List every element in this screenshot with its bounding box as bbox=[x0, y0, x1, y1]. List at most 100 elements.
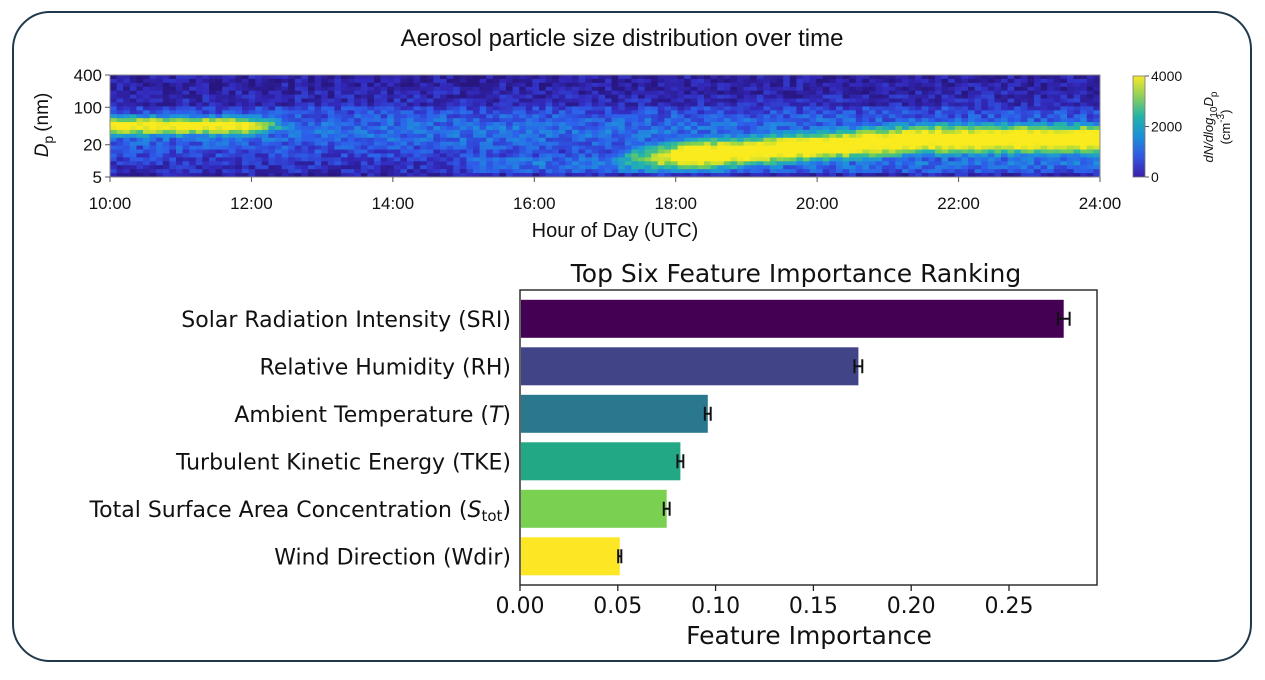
heatmap-cell bbox=[235, 165, 243, 170]
heatmap-cell bbox=[888, 161, 896, 166]
heatmap-cell bbox=[611, 122, 619, 127]
heatmap-cell bbox=[242, 149, 249, 154]
heatmap-cell bbox=[400, 126, 408, 131]
heatmap-cell bbox=[968, 78, 975, 84]
heatmap-cell bbox=[387, 82, 395, 88]
heatmap-cell bbox=[974, 106, 982, 111]
heatmap-cell bbox=[248, 90, 256, 96]
heatmap-cell bbox=[347, 122, 355, 127]
heatmap-cell bbox=[453, 169, 461, 174]
heatmap-cell bbox=[327, 75, 335, 80]
heatmap-cell bbox=[921, 126, 929, 131]
heatmap-cell bbox=[829, 165, 837, 170]
heatmap-cell bbox=[347, 90, 355, 96]
heatmap-cell bbox=[407, 149, 414, 154]
heatmap-cell bbox=[644, 82, 652, 88]
heatmap-cell bbox=[525, 118, 533, 123]
heatmap-cell bbox=[717, 86, 725, 92]
heatmap-cell bbox=[974, 102, 982, 107]
heatmap-cell bbox=[301, 78, 309, 84]
heatmap-cell bbox=[631, 133, 639, 139]
heatmap-cell bbox=[347, 82, 355, 88]
heatmap-cell bbox=[677, 141, 685, 147]
heatmap-cell bbox=[954, 106, 962, 111]
heatmap-cell bbox=[869, 161, 876, 166]
heatmap-cell bbox=[354, 153, 362, 158]
heatmap-cell bbox=[195, 145, 203, 150]
heatmap-cell bbox=[888, 173, 896, 178]
heatmap-cell bbox=[888, 165, 896, 170]
heatmap-cell bbox=[737, 114, 744, 119]
heatmap-cell bbox=[123, 137, 131, 143]
heatmap-cell bbox=[961, 133, 969, 139]
heatmap-cell bbox=[473, 137, 480, 143]
heatmap-cell bbox=[961, 90, 969, 96]
heatmap-cell bbox=[915, 78, 923, 84]
heatmap-cell bbox=[895, 110, 903, 115]
heatmap-cell bbox=[638, 145, 645, 150]
heatmap-cell bbox=[539, 75, 546, 80]
heatmap-cell bbox=[842, 102, 850, 107]
heatmap-cell bbox=[281, 133, 289, 139]
heatmap-cell bbox=[176, 173, 183, 178]
heatmap-cell bbox=[360, 78, 368, 84]
heatmap-cell bbox=[374, 133, 381, 139]
heatmap-cell bbox=[1040, 86, 1048, 92]
heatmap-cell bbox=[136, 110, 144, 115]
heatmap-cell bbox=[565, 86, 573, 92]
heatmap-cell bbox=[657, 129, 665, 135]
heatmap-cell bbox=[268, 153, 276, 158]
heatmap-cell bbox=[176, 126, 183, 131]
heatmap-cell bbox=[677, 86, 685, 92]
heatmap-cell bbox=[545, 133, 553, 139]
heatmap-cell bbox=[539, 110, 546, 115]
heatmap-cell bbox=[605, 90, 612, 96]
heatmap-cell bbox=[941, 86, 949, 92]
heatmap-cell bbox=[829, 126, 837, 131]
heatmap-cell bbox=[558, 102, 566, 107]
heatmap-cell bbox=[116, 102, 124, 107]
heatmap-cell bbox=[1060, 122, 1068, 127]
heatmap-cell bbox=[242, 129, 249, 135]
heatmap-cell bbox=[585, 133, 593, 139]
heatmap-cell bbox=[275, 94, 282, 99]
heatmap-cell bbox=[1020, 165, 1028, 170]
heatmap-cell bbox=[255, 145, 263, 150]
heatmap-cell bbox=[294, 78, 302, 84]
heatmap-cell bbox=[314, 90, 322, 96]
heatmap-chart: Aerosol particle size distribution over … bbox=[32, 25, 1233, 242]
heatmap-cell bbox=[248, 86, 256, 92]
heatmap-cell bbox=[981, 157, 989, 162]
heatmap-cell bbox=[162, 169, 170, 174]
heatmap-cell bbox=[525, 157, 533, 162]
heatmap-cell bbox=[314, 133, 322, 139]
heatmap-cell bbox=[598, 145, 606, 150]
heatmap-cell bbox=[816, 94, 824, 99]
heatmap-cell bbox=[308, 102, 315, 107]
heatmap-cell bbox=[776, 118, 784, 123]
heatmap-cell bbox=[162, 141, 170, 147]
heatmap-cell bbox=[664, 145, 672, 150]
heatmap-cell bbox=[176, 86, 183, 92]
heatmap-cell bbox=[605, 165, 612, 170]
heatmap-cell bbox=[948, 145, 956, 150]
heatmap-cell bbox=[261, 75, 269, 80]
heatmap-cell bbox=[314, 94, 322, 99]
heatmap-cell bbox=[545, 114, 553, 119]
heatmap-cell bbox=[987, 122, 995, 127]
heatmap-cell bbox=[129, 110, 137, 115]
heatmap-cell bbox=[869, 141, 876, 147]
heatmap-cell bbox=[222, 133, 230, 139]
heatmap-cell bbox=[479, 165, 487, 170]
heatmap-cell bbox=[380, 153, 388, 158]
heatmap-x-axis-label: Hour of Day (UTC) bbox=[532, 220, 699, 242]
heatmap-cell bbox=[367, 169, 375, 174]
heatmap-cell bbox=[684, 102, 692, 107]
heatmap-cell bbox=[822, 169, 830, 174]
heatmap-cell bbox=[849, 122, 857, 127]
heatmap-cell bbox=[1034, 102, 1041, 107]
heatmap-cell bbox=[1020, 86, 1028, 92]
heatmap-cell bbox=[360, 141, 368, 147]
heatmap-cell bbox=[882, 153, 890, 158]
heatmap-cell bbox=[902, 126, 909, 131]
